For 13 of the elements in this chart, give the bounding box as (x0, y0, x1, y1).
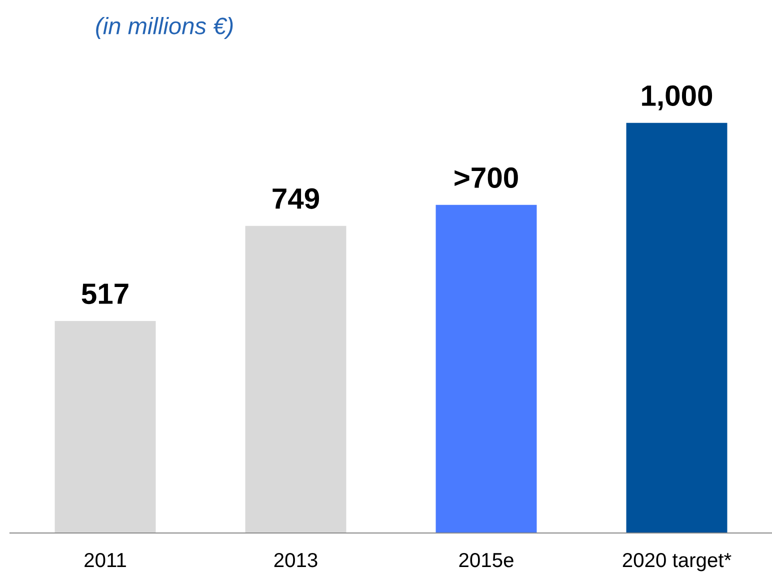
data-label: 517 (82, 284, 128, 304)
x-tick-label: 2013 (274, 552, 318, 568)
x-tick-label: 2020 target* (622, 552, 732, 572)
data-label: 1,000 (642, 85, 712, 110)
bar (626, 122, 728, 533)
bar (436, 204, 537, 533)
chart-subtitle: (in millions €) (96, 16, 233, 39)
data-label: >700 (454, 167, 518, 188)
data-label: 749 (272, 188, 319, 209)
bar (54, 320, 156, 533)
x-tick-label: 2015e (459, 552, 514, 568)
x-tick-label: 2011 (84, 552, 126, 568)
bar (245, 226, 346, 533)
